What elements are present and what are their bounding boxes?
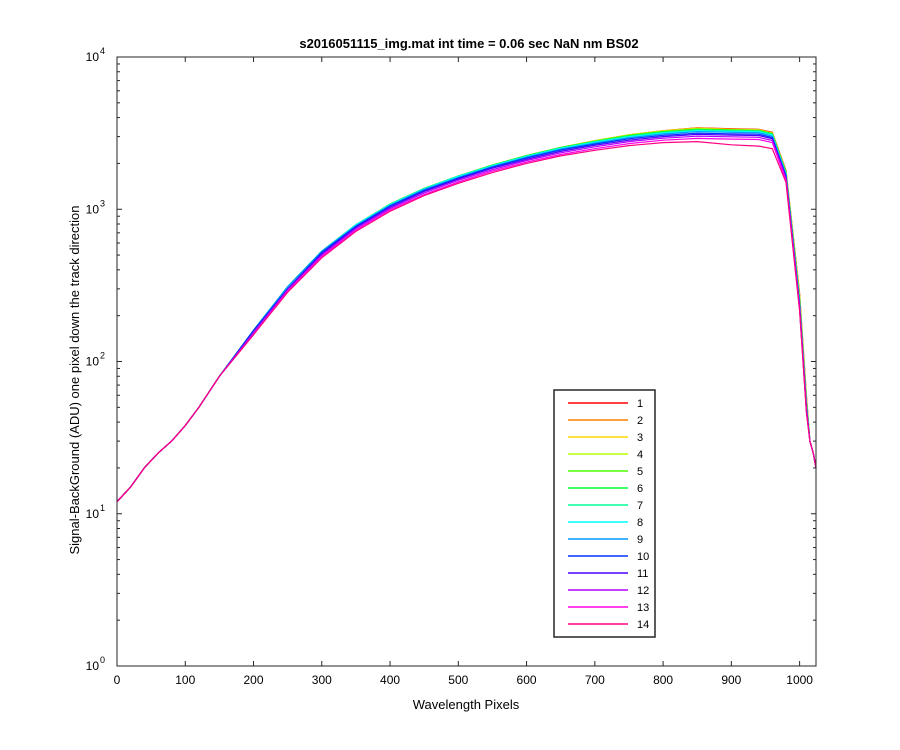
legend-label-6: 6 xyxy=(637,483,643,495)
y-axis-label: Signal-BackGround (ADU) one pixel down t… xyxy=(67,205,82,554)
legend-label-5: 5 xyxy=(637,466,643,478)
legend-label-4: 4 xyxy=(637,449,643,461)
x-tick-label: 500 xyxy=(448,673,468,687)
y-tick-label: 10 xyxy=(86,659,100,673)
chart-title: s2016051115_img.mat int time = 0.06 sec … xyxy=(299,36,638,51)
legend-label-2: 2 xyxy=(637,415,643,427)
x-tick-label: 700 xyxy=(585,673,605,687)
legend-label-7: 7 xyxy=(637,500,643,512)
y-tick-label: 10 xyxy=(86,507,100,521)
x-tick-label: 300 xyxy=(312,673,332,687)
legend-label-11: 11 xyxy=(637,568,648,580)
x-tick-label: 0 xyxy=(114,673,121,687)
x-tick-label: 200 xyxy=(244,673,264,687)
x-tick-label: 100 xyxy=(175,673,195,687)
y-tick-label-exponent: 1 xyxy=(100,503,105,513)
y-tick-label-exponent: 2 xyxy=(100,351,105,361)
x-axis: 0 100 200 300 400 500 600 700 800 900 1000 xyxy=(114,57,813,687)
x-tick-label: 900 xyxy=(721,673,741,687)
legend-label-10: 10 xyxy=(637,551,649,563)
y-tick-label-exponent: 3 xyxy=(100,198,105,208)
x-tick-label: 800 xyxy=(653,673,673,687)
x-tick-label: 1000 xyxy=(786,673,813,687)
series-line-14 xyxy=(116,140,817,503)
legend-label-13: 13 xyxy=(637,602,649,614)
y-tick-label: 10 xyxy=(86,355,100,369)
x-tick-label: 400 xyxy=(380,673,400,687)
legend-label-12: 12 xyxy=(637,585,649,597)
x-axis-label: Wavelength Pixels xyxy=(413,697,520,712)
plot-background xyxy=(117,57,816,666)
legend-label-1: 1 xyxy=(637,398,643,410)
legend-label-9: 9 xyxy=(637,534,643,546)
x-tick-label: 600 xyxy=(517,673,537,687)
legend-label-8: 8 xyxy=(637,517,643,529)
series-layer xyxy=(116,127,817,503)
y-tick-label-exponent: 4 xyxy=(100,46,105,56)
plot-area xyxy=(116,56,817,667)
y-tick-label-exponent: 0 xyxy=(100,655,105,665)
y-tick-label: 10 xyxy=(86,202,100,216)
y-tick-label: 10 xyxy=(86,50,100,64)
legend-label-3: 3 xyxy=(637,432,643,444)
legend-box xyxy=(553,389,656,638)
legend-label-14: 14 xyxy=(637,619,649,631)
